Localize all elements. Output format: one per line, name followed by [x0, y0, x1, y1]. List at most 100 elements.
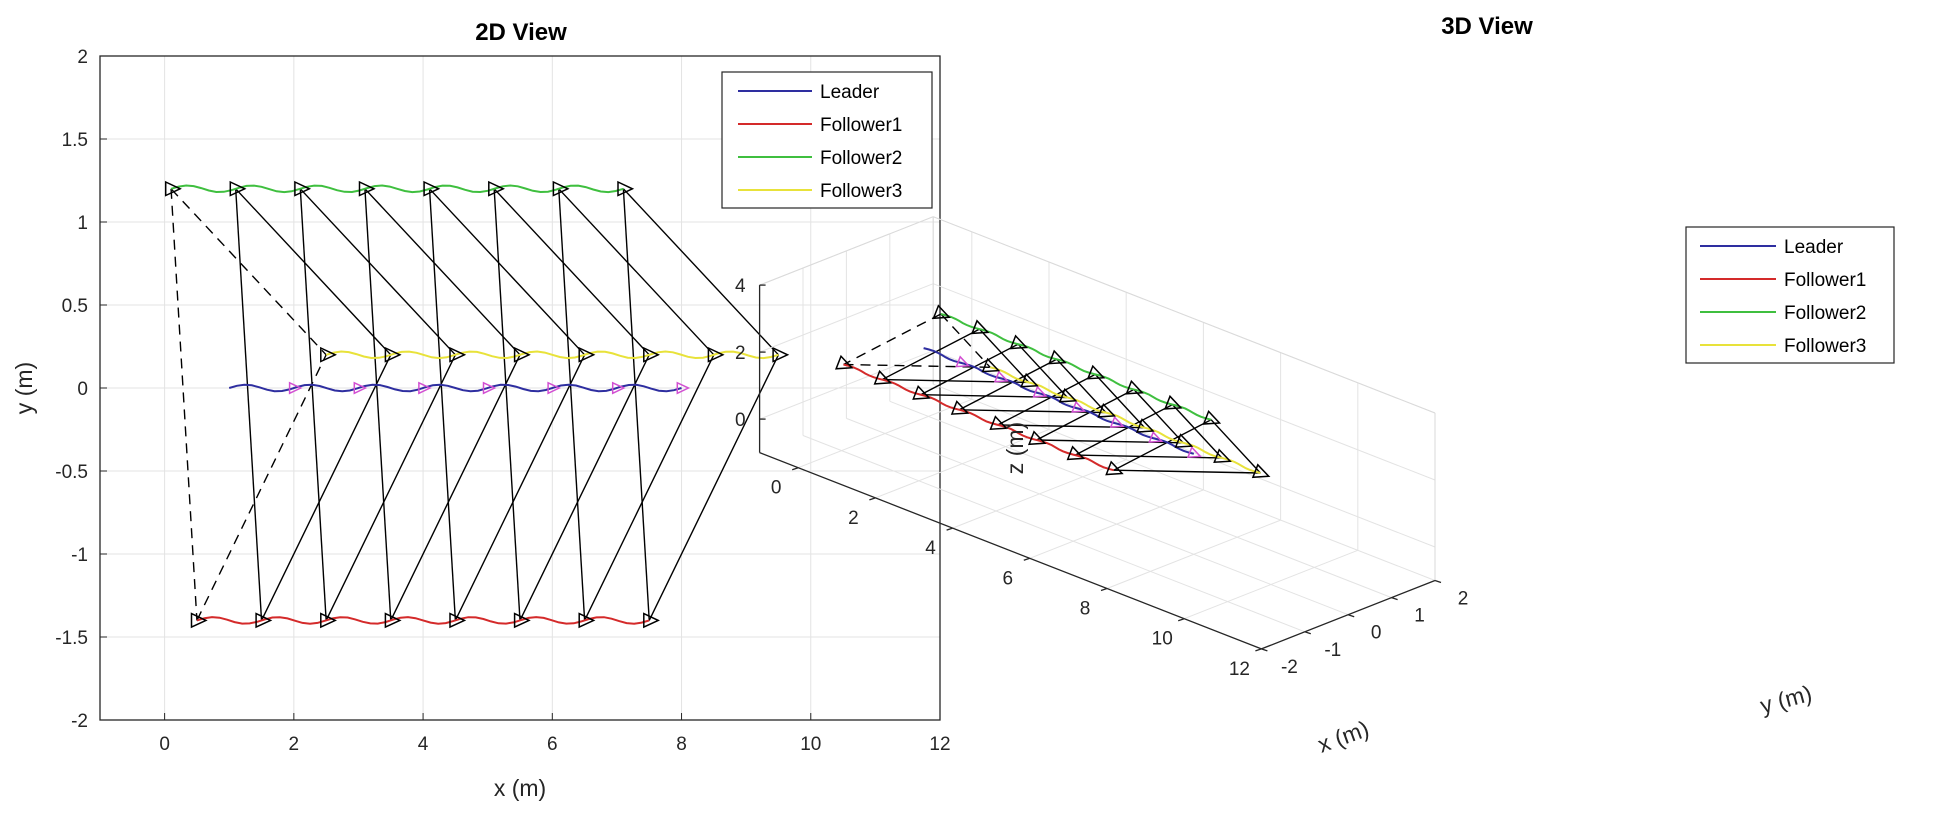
chart-2d-formation-link	[364, 188, 521, 356]
chart-3d-marker-follower2	[1163, 394, 1183, 410]
chart-3d-xtick-mark	[791, 467, 799, 471]
chart-3d-marker-follower3	[1020, 372, 1039, 388]
chart-3d-formation-link	[881, 328, 980, 381]
chart-2d-formation-link	[325, 354, 457, 621]
chart-3d-formation-link	[920, 394, 1068, 399]
chart-2d-marker-follower3	[578, 346, 596, 363]
chart-2d-series-follower1	[196, 616, 650, 625]
chart-3d-ytick-mark	[1391, 596, 1398, 601]
chart-2d-marker-follower1	[643, 612, 660, 629]
chart-3d-floor-grid-y	[889, 400, 1392, 599]
chart-3d-formation-link	[997, 424, 1145, 429]
chart-3d-marker-follower2	[1202, 410, 1222, 425]
chart-2d-initial-formation-link	[196, 354, 327, 621]
chart-3d-formation-link	[959, 409, 1107, 414]
chart-2d-xtick-label: 8	[676, 734, 687, 755]
chart-3d-xtick-label: 0	[771, 478, 782, 499]
chart-3d-sidewall-grid-z	[759, 350, 934, 420]
chart-3d-marker-leader	[1071, 400, 1087, 413]
chart-2d-y-axis-label: y (m)	[11, 362, 37, 414]
chart-3d-xtick-label: 8	[1080, 599, 1091, 620]
chart-3d-marker-leader	[993, 370, 1009, 383]
chart-3d-floor-grid-y	[846, 417, 1349, 616]
chart-3d-formation-link	[1094, 373, 1146, 429]
chart-3d-xtick-mark	[1177, 618, 1185, 622]
chart-3d-ytick-mark	[1304, 631, 1312, 635]
chart-3d-box-edge	[933, 216, 1436, 414]
chart-3d-series-leader	[923, 347, 1195, 455]
legend-2d-label-follower2: Follower2	[820, 148, 902, 169]
chart-2d-marker-leader	[547, 381, 562, 395]
chart-2d-marker-leader	[611, 381, 626, 395]
chart-3d-marker-follower1	[1066, 445, 1086, 461]
chart-3d-formation-link	[1075, 454, 1222, 459]
chart-3d-marker-follower2	[1048, 349, 1067, 365]
chart-3d-marker-follower3	[1097, 403, 1117, 418]
chart-3d-floor-grid-y	[933, 383, 1436, 581]
chart-2d-formation-link	[428, 188, 457, 621]
chart-3d-xtick-mark	[1023, 557, 1031, 561]
chart-2d-marker-follower1	[320, 612, 337, 629]
legend-2d-label-leader: Leader	[820, 82, 880, 103]
chart-3d-marker-leader	[1032, 385, 1048, 398]
chart-3d-marker-follower2	[1125, 379, 1144, 395]
chart-3d-marker-follower1	[1027, 430, 1047, 446]
chart-2d-marker-follower2	[488, 180, 505, 197]
chart-3d-series-follower1	[843, 363, 1114, 472]
chart-2d-view: 2D View 0 2 4 6 8 10 12 -2 -1.5 -1 -0.5 0 0.5 1 1.5 2 x…	[11, 19, 951, 801]
chart-2d-marker-leader	[418, 381, 432, 395]
chart-3d-ytick-label: -2	[1281, 657, 1298, 678]
chart-3d-marker-follower3	[1213, 448, 1232, 464]
chart-3d-marker-follower1	[912, 385, 931, 400]
chart-3d-sidewall-grid-z	[759, 283, 934, 353]
chart-3d-xtick-mark	[1100, 587, 1108, 592]
chart-3d-ztick-label: 4	[735, 276, 746, 297]
chart-2d-formation-link	[299, 188, 456, 356]
chart-2d-initial-formation-link	[170, 188, 327, 356]
chart-2d-legend-box	[721, 71, 933, 209]
chart-2d-series-follower3	[325, 350, 779, 360]
chart-3d-legend-box	[1685, 226, 1895, 364]
chart-3d-marker-follower1	[989, 415, 1008, 431]
chart-2d-xtick-label: 2	[289, 734, 300, 755]
chart-3d-ytick-mark	[1261, 648, 1268, 652]
chart-3d-ytick-mark	[1434, 579, 1442, 584]
chart-2d-formation-link	[364, 188, 392, 621]
chart-3d-marker-follower1	[834, 354, 854, 370]
chart-3d-initial-formation-link	[843, 313, 942, 366]
chart-3d-floor-grid-y	[802, 435, 1305, 633]
chart-2d-marker-follower3	[772, 346, 790, 363]
chart-2d-initial-formation-link	[170, 188, 198, 621]
chart-2d-marker-follower1	[578, 612, 596, 629]
chart-3d-initial-formation-link	[940, 313, 991, 368]
chart-2d-marker-follower1	[190, 612, 208, 629]
chart-3d-formation-link	[1210, 419, 1261, 474]
legend-3d-label-follower3: Follower3	[1784, 336, 1866, 357]
chart-2d-ytick-label: 1.5	[62, 130, 88, 151]
chart-3d-formation-link	[920, 343, 1019, 396]
chart-2d-title: 2D View	[475, 19, 567, 46]
chart-2d-series-leader	[228, 383, 682, 393]
chart-2d-marker-leader	[353, 381, 368, 395]
chart-2d-marker-follower3	[384, 346, 402, 363]
chart-3d-formation-link	[1171, 404, 1223, 459]
legend-2d-label-follower3: Follower3	[820, 181, 902, 202]
chart-2d-formation-link	[622, 188, 650, 621]
chart-3d-ztick-label: 2	[735, 343, 746, 364]
chart-2d-formation-link	[234, 188, 263, 621]
chart-3d-marker-follower2	[1086, 364, 1106, 380]
chart-3d-legend: Leader Follower1 Follower2 Follower3	[1685, 226, 1895, 364]
chart-2d-legend: Leader Follower1 Follower2 Follower3	[721, 71, 933, 209]
chart-3d-formation-link	[997, 373, 1096, 426]
chart-3d-marker-leader	[1148, 430, 1164, 443]
chart-2d-formation-link	[583, 354, 715, 621]
chart-3d-xtick-mark	[946, 527, 953, 531]
chart-3d-formation-link	[1113, 469, 1261, 474]
chart-2d-formation-link	[390, 354, 521, 621]
chart-2d-formation-link	[429, 188, 586, 356]
chart-2d-xtick-label: 10	[800, 734, 821, 755]
chart-2d-formation-link	[519, 354, 650, 621]
chart-3d-box-edge	[759, 216, 934, 286]
chart-2d-formation-link	[558, 188, 715, 356]
chart-3d-ytick-label: -1	[1324, 640, 1341, 661]
